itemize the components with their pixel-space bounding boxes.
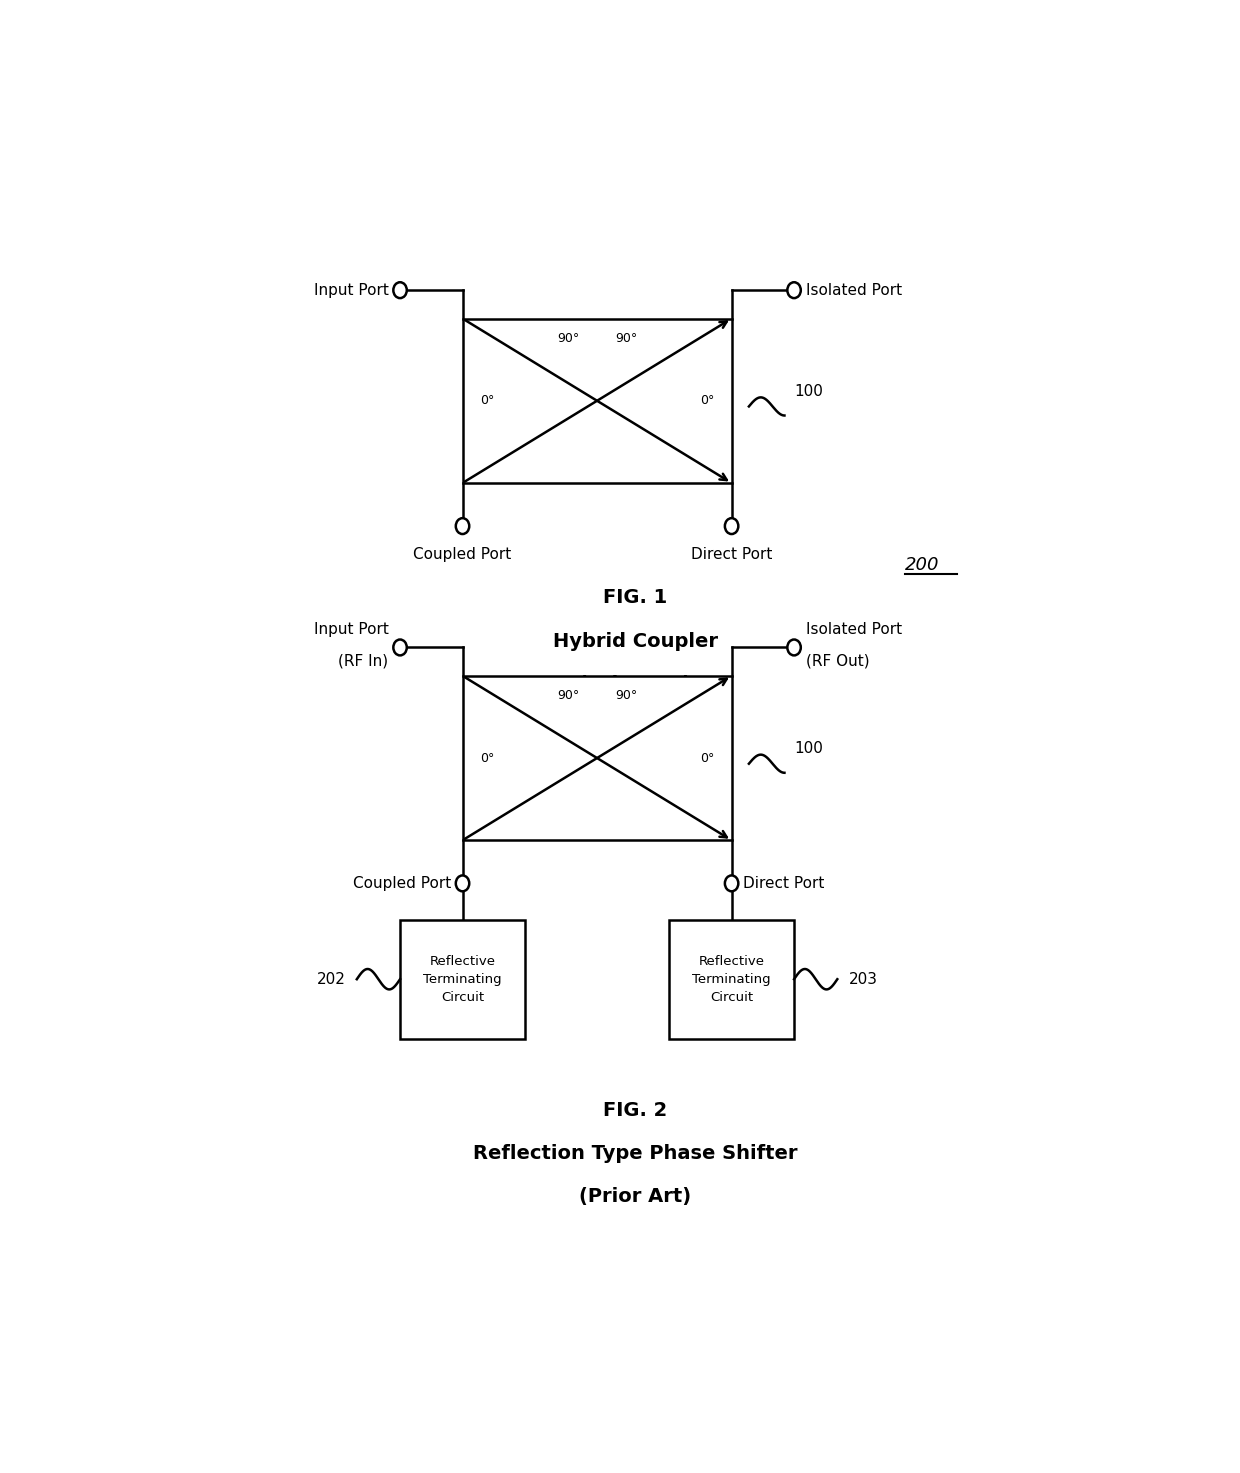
Circle shape: [393, 639, 407, 655]
Text: 90°: 90°: [557, 689, 579, 703]
Circle shape: [725, 518, 738, 535]
Circle shape: [787, 639, 801, 655]
Text: 200: 200: [905, 555, 939, 574]
Text: 0°: 0°: [699, 395, 714, 407]
Circle shape: [456, 518, 469, 535]
Text: 0°: 0°: [699, 751, 714, 764]
Text: (Prior Art): (Prior Art): [579, 675, 692, 694]
Text: 203: 203: [849, 972, 878, 987]
Text: Input Port: Input Port: [314, 622, 388, 636]
Text: Hybrid Coupler: Hybrid Coupler: [553, 632, 718, 651]
Text: 202: 202: [316, 972, 345, 987]
Text: Reflective
Terminating
Circuit: Reflective Terminating Circuit: [692, 955, 771, 1003]
Text: Coupled Port: Coupled Port: [413, 546, 512, 561]
Text: Isolated Port: Isolated Port: [806, 283, 901, 298]
Text: (RF In): (RF In): [339, 654, 388, 669]
Text: FIG. 1: FIG. 1: [604, 589, 667, 607]
Text: 0°: 0°: [480, 395, 495, 407]
Circle shape: [456, 875, 469, 891]
Bar: [463, 318, 732, 483]
Text: 100: 100: [794, 384, 823, 399]
Text: Coupled Port: Coupled Port: [352, 876, 451, 891]
Text: Reflective
Terminating
Circuit: Reflective Terminating Circuit: [423, 955, 502, 1003]
Text: Isolated Port: Isolated Port: [806, 622, 901, 636]
Text: 90°: 90°: [615, 331, 637, 345]
Text: Direct Port: Direct Port: [691, 546, 773, 561]
Bar: [401, 919, 525, 1038]
Bar: [670, 919, 794, 1038]
Text: (RF Out): (RF Out): [806, 654, 869, 669]
Text: (Prior Art): (Prior Art): [579, 1187, 692, 1206]
Text: 100: 100: [794, 741, 823, 757]
Circle shape: [787, 283, 801, 298]
Text: Direct Port: Direct Port: [743, 876, 825, 891]
Text: 90°: 90°: [557, 331, 579, 345]
Text: 0°: 0°: [480, 751, 495, 764]
Text: Reflection Type Phase Shifter: Reflection Type Phase Shifter: [474, 1145, 797, 1164]
Circle shape: [393, 283, 407, 298]
Text: Input Port: Input Port: [314, 283, 388, 298]
Bar: [463, 676, 732, 840]
Text: FIG. 2: FIG. 2: [604, 1102, 667, 1119]
Text: 90°: 90°: [615, 689, 637, 703]
Circle shape: [725, 875, 738, 891]
